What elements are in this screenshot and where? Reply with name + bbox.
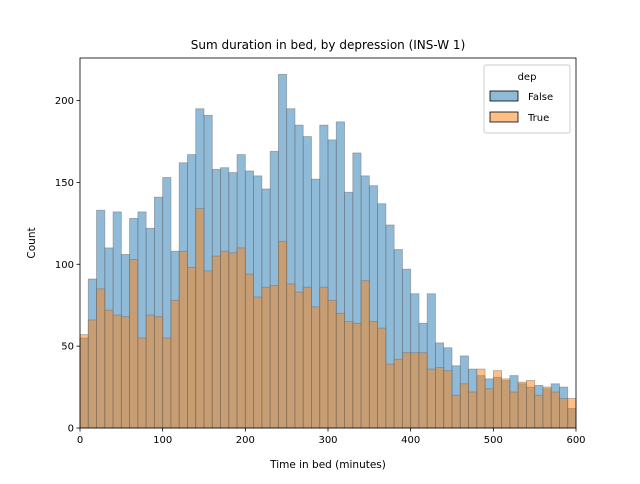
bar-true-bin-390 <box>401 352 412 429</box>
bar-true-bin-50 <box>120 316 131 429</box>
bar-true-bin-40 <box>112 314 122 429</box>
bar-true-bin-360 <box>377 327 387 429</box>
legend-title: dep <box>518 72 537 83</box>
bar-true-bin-180 <box>228 252 238 429</box>
x-tick-label: 100 <box>153 435 172 446</box>
chart-title: Sum duration in bed, by depression (INS-… <box>191 38 466 52</box>
bar-true-bin-120 <box>178 250 188 429</box>
y-tick-label: 200 <box>55 96 74 107</box>
x-tick-label: 200 <box>236 435 255 446</box>
y-axis-label: Count <box>26 227 38 258</box>
bar-true-bin-490 <box>484 388 494 429</box>
bar-true-bin-430 <box>435 367 445 429</box>
x-tick-label: 400 <box>401 435 420 446</box>
bar-true-bin-350 <box>368 321 379 429</box>
bar-true-bin-280 <box>311 306 321 429</box>
y-axis-ticks: 0 50 100 150 200 <box>55 96 80 435</box>
x-tick-label: 300 <box>318 435 337 446</box>
bar-true-bin-510 <box>501 378 511 429</box>
bar-true-bin-450 <box>451 394 461 429</box>
bar-true-bin-410 <box>418 352 428 429</box>
bar-true-bin-300 <box>327 299 337 429</box>
y-tick-label: 100 <box>55 260 74 271</box>
bar-true-bin-470 <box>468 391 478 429</box>
bar-true-bin-400 <box>410 352 420 429</box>
bar-true-bin-80 <box>145 314 155 429</box>
bar-true-bin-530 <box>517 381 527 429</box>
legend-label-true: True <box>527 113 549 124</box>
bar-true-bin-230 <box>269 285 279 429</box>
bar-true-bin-20 <box>96 288 106 429</box>
bar-true-bin-0 <box>79 334 89 429</box>
x-tick-label: 500 <box>484 435 503 446</box>
y-tick-label: 50 <box>61 342 74 353</box>
bar-true-bin-480 <box>476 368 486 429</box>
bar-true-bin-240 <box>277 240 288 429</box>
legend-swatch-false <box>489 90 519 102</box>
bar-true-bin-220 <box>261 286 271 429</box>
bar-true-bin-270 <box>302 286 312 429</box>
bar-true-bin-570 <box>550 391 560 429</box>
x-axis-label: Time in bed (minutes) <box>269 459 386 471</box>
legend-label-false: False <box>528 92 553 103</box>
y-tick-label: 0 <box>68 424 74 435</box>
bar-true-bin-580 <box>559 398 569 429</box>
bar-true-bin-560 <box>542 386 552 429</box>
bar-true-bin-550 <box>534 394 544 429</box>
bar-true-bin-370 <box>385 363 395 429</box>
bar-true-bin-380 <box>393 358 403 429</box>
bar-true-bin-290 <box>319 286 329 429</box>
bar-true-bin-340 <box>360 280 370 429</box>
bar-true-bin-130 <box>187 267 197 429</box>
bar-true-bin-250 <box>286 283 296 429</box>
bar-true-bin-520 <box>509 391 519 429</box>
x-tick-label: 0 <box>77 435 83 446</box>
bar-true-bin-310 <box>335 312 345 429</box>
bar-true-bin-150 <box>203 270 213 429</box>
bars-group <box>79 73 577 429</box>
x-tick-label: 600 <box>566 435 585 446</box>
bar-true-bin-590 <box>567 398 577 429</box>
x-axis-ticks: 0 100 200 300 400 500 600 <box>77 428 586 446</box>
bar-true-bin-420 <box>426 368 436 429</box>
bar-true-bin-210 <box>253 296 263 429</box>
bar-true-bin-460 <box>459 383 469 429</box>
y-tick-label: 150 <box>55 178 74 189</box>
bar-true-bin-110 <box>170 299 180 429</box>
bar-true-bin-540 <box>526 380 536 429</box>
bar-true-bin-190 <box>236 247 246 429</box>
bar-true-bin-160 <box>211 255 221 429</box>
legend-swatch-true <box>489 111 519 123</box>
bar-true-bin-260 <box>294 291 304 429</box>
bar-true-bin-140 <box>195 208 205 429</box>
bar-true-bin-200 <box>244 273 254 429</box>
bar-true-bin-30 <box>104 309 114 429</box>
bar-true-bin-440 <box>443 370 453 429</box>
legend: dep False True <box>483 64 571 134</box>
bar-true-bin-320 <box>344 321 354 429</box>
bar-true-bin-500 <box>492 370 503 429</box>
bar-true-bin-170 <box>220 250 230 429</box>
bar-true-bin-60 <box>129 258 139 429</box>
bar-true-bin-90 <box>153 316 164 429</box>
bar-true-bin-10 <box>87 319 97 429</box>
bar-true-bin-330 <box>352 322 362 429</box>
bar-true-bin-70 <box>137 337 147 429</box>
bar-true-bin-100 <box>162 337 172 429</box>
